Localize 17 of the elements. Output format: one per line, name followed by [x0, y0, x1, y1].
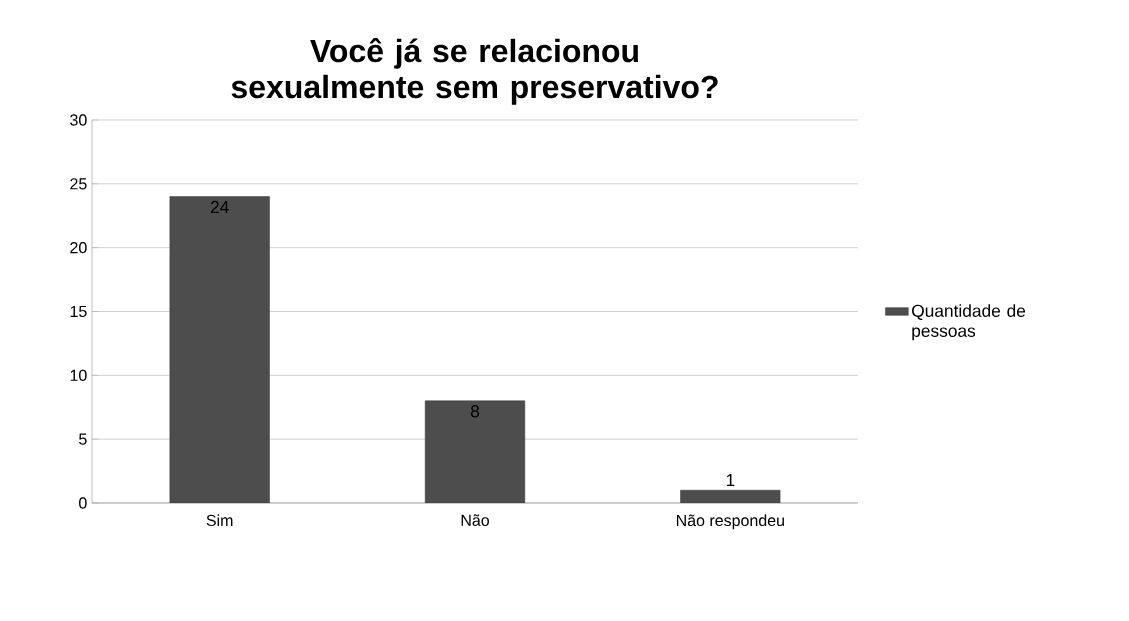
- bar: [169, 196, 270, 503]
- legend-label: Quantidade de pessoas: [912, 304, 1026, 341]
- data-label: 24: [210, 200, 229, 213]
- chart-title: Você já se relacionou sexualmente sem preservativo?: [231, 38, 718, 105]
- y-tick-label: 30: [70, 114, 87, 126]
- x-tick-label: Não respondeu: [676, 514, 784, 530]
- data-label: 8: [470, 405, 480, 418]
- y-tick-label: 10: [70, 369, 87, 381]
- bar: [424, 400, 526, 503]
- y-tick-label: 5: [79, 433, 87, 445]
- y-tick-label: 15: [70, 305, 87, 318]
- y-tick-label: 20: [70, 242, 87, 254]
- y-tick-label: 0: [79, 497, 87, 509]
- x-tick-label: Sim: [206, 514, 233, 527]
- x-tick-label: Não: [461, 514, 489, 526]
- y-tick-label: 25: [70, 178, 87, 190]
- data-label: 1: [726, 474, 735, 486]
